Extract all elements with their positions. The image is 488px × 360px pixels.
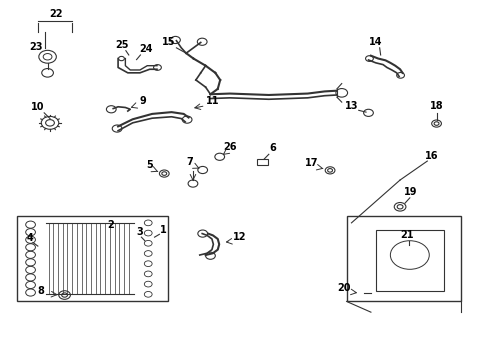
Text: 24: 24 [139,45,153,54]
Text: 23: 23 [30,42,43,51]
Text: 21: 21 [400,230,413,240]
Text: 11: 11 [206,96,219,106]
Text: 10: 10 [31,102,44,112]
Text: 13: 13 [344,100,358,111]
Text: 20: 20 [337,283,350,293]
Text: 3: 3 [136,228,143,237]
Text: 12: 12 [232,232,246,242]
Text: 5: 5 [146,160,153,170]
Bar [346,216,460,301]
Text: 14: 14 [368,37,382,47]
Text: 16: 16 [424,150,438,161]
Text: 6: 6 [269,143,276,153]
Text: 17: 17 [304,158,318,168]
Bar [17,216,167,301]
Text: 25: 25 [115,40,128,50]
Text: 15: 15 [162,37,176,47]
Text: 26: 26 [223,141,236,152]
Text: 19: 19 [403,187,417,197]
Text: 2: 2 [107,220,114,230]
Text: 22: 22 [49,9,62,19]
Text: 8: 8 [38,285,44,296]
Text: 4: 4 [26,233,33,243]
Bar [257,159,267,165]
Text: 18: 18 [429,101,443,111]
Text: 9: 9 [139,96,145,106]
Bar [375,230,443,291]
Text: 1: 1 [159,225,166,235]
Text: 7: 7 [186,157,193,167]
